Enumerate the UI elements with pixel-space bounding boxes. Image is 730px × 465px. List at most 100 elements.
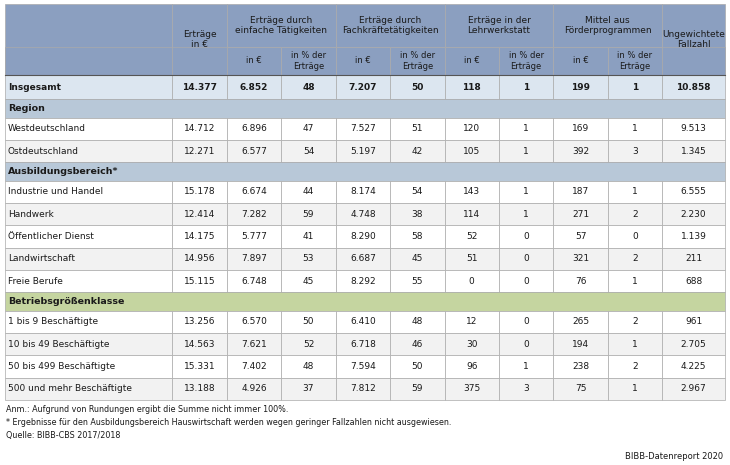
Text: Westdeutschland: Westdeutschland [8,125,86,133]
Text: 44: 44 [303,187,314,196]
Bar [445,75,499,100]
Text: 392: 392 [572,147,589,156]
Bar [553,226,608,248]
Text: 271: 271 [572,210,589,219]
Text: 2.230: 2.230 [681,210,707,219]
Text: 57: 57 [575,232,586,241]
Text: 0: 0 [523,254,529,263]
Bar [172,203,227,226]
Text: 7.812: 7.812 [350,385,376,393]
Bar [553,333,608,355]
Text: Industrie und Handel: Industrie und Handel [8,187,103,196]
Bar [5,75,172,100]
Bar [445,378,499,400]
Bar [662,75,725,100]
Text: Ungewichtete
Fallzahl: Ungewichtete Fallzahl [662,30,725,49]
Bar [281,203,336,226]
Bar [336,75,390,100]
Text: 0: 0 [523,232,529,241]
Bar [336,311,390,333]
Text: 48: 48 [412,317,423,326]
Bar [172,226,227,248]
Text: Quelle: BIBB-CBS 2017/2018: Quelle: BIBB-CBS 2017/2018 [6,431,120,440]
Bar [5,4,172,75]
Text: 7.402: 7.402 [241,362,267,371]
Bar [499,248,553,270]
Bar [499,140,553,162]
Text: 1: 1 [632,277,638,286]
Text: 14.377: 14.377 [182,83,217,92]
Text: 37: 37 [303,385,314,393]
Bar [336,203,390,226]
Text: in €: in € [464,56,480,66]
Bar [445,203,499,226]
Text: 46: 46 [412,339,423,349]
Text: 6.674: 6.674 [241,187,267,196]
Bar [608,378,662,400]
Bar [281,378,336,400]
Bar [5,140,172,162]
Bar [608,118,662,140]
Text: 187: 187 [572,187,589,196]
Bar [227,333,281,355]
Bar [662,46,725,75]
Bar [499,46,553,75]
Text: 12.414: 12.414 [184,210,215,219]
Bar [499,118,553,140]
Text: 1: 1 [523,187,529,196]
Bar [553,4,662,47]
Text: 41: 41 [303,232,314,241]
Bar [608,355,662,378]
Bar [5,270,172,292]
Text: 42: 42 [412,147,423,156]
Text: 4.926: 4.926 [241,385,267,393]
Bar [553,118,608,140]
Bar [336,248,390,270]
Bar [172,181,227,203]
Bar [553,46,608,75]
Text: Region: Region [8,104,45,113]
Bar [390,248,445,270]
Bar [390,355,445,378]
Text: 7.207: 7.207 [349,83,377,92]
Bar [445,333,499,355]
Text: 8.290: 8.290 [350,232,376,241]
Bar [445,140,499,162]
Text: 1: 1 [632,385,638,393]
Text: 59: 59 [303,210,314,219]
Bar [336,226,390,248]
Text: Anm.: Aufgrund von Rundungen ergibt die Summe nicht immer 100%.: Anm.: Aufgrund von Rundungen ergibt die … [6,405,288,414]
Text: 2.967: 2.967 [681,385,707,393]
Bar [553,75,608,100]
Text: 2: 2 [632,317,638,326]
Text: 6.852: 6.852 [240,83,268,92]
Text: 265: 265 [572,317,589,326]
Text: 105: 105 [463,147,480,156]
Text: 9.513: 9.513 [680,125,707,133]
Text: 6.718: 6.718 [350,339,376,349]
Bar [608,333,662,355]
Bar [662,248,725,270]
Bar [553,203,608,226]
Bar [227,355,281,378]
Text: 53: 53 [303,254,314,263]
Text: 2.705: 2.705 [681,339,707,349]
Bar [553,355,608,378]
Bar [499,333,553,355]
Bar [227,140,281,162]
Text: Betriebsgrößenklasse: Betriebsgrößenklasse [8,297,124,306]
Bar [662,270,725,292]
Bar [390,140,445,162]
Bar [336,46,390,75]
Text: in €: in € [355,56,371,66]
Bar [336,378,390,400]
Text: 30: 30 [466,339,477,349]
Bar [281,248,336,270]
Text: 2: 2 [632,210,638,219]
Bar [227,4,336,47]
Bar [390,75,445,100]
Bar [608,270,662,292]
Text: in % der
Erträge: in % der Erträge [509,51,544,71]
Text: 0: 0 [523,317,529,326]
Text: 1: 1 [523,83,529,92]
